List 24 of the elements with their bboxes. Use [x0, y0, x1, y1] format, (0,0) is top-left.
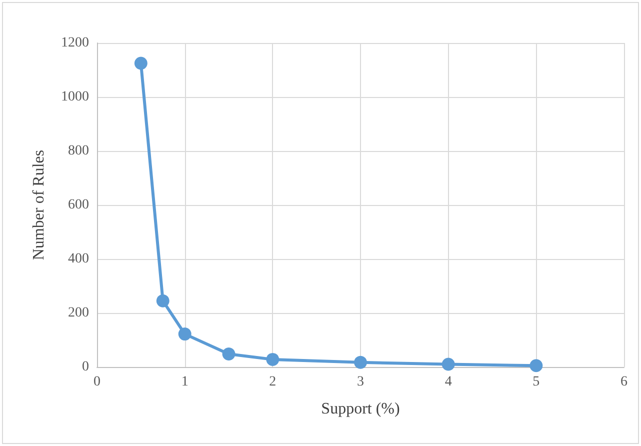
x-tick-label: 5	[532, 374, 540, 390]
y-tick-label: 1200	[61, 36, 89, 50]
point	[442, 358, 455, 371]
x-tick-label: 3	[357, 374, 364, 390]
y-tick-label: 800	[68, 144, 89, 158]
y-tick-label: 600	[68, 198, 89, 212]
point	[266, 352, 280, 366]
x-tick-label: 4	[444, 374, 452, 390]
point	[530, 359, 543, 372]
point	[134, 56, 148, 70]
point	[354, 356, 367, 369]
point	[222, 348, 236, 361]
y-tick-label: 400	[68, 252, 89, 266]
point	[178, 328, 192, 341]
y-tick-label: 0	[82, 360, 89, 374]
x-tick-label: 2	[269, 374, 276, 390]
point	[156, 294, 170, 308]
x-tick-label: 1	[181, 374, 188, 390]
x-axis-title: Support (%)	[321, 400, 400, 418]
x-tick-label: 0	[94, 374, 100, 390]
y-tick-label: 1000	[61, 90, 89, 104]
y-tick-label: 200	[68, 306, 89, 320]
y-axis-title: Number of Rules	[30, 150, 48, 260]
x-tick-label: 6	[620, 374, 628, 390]
